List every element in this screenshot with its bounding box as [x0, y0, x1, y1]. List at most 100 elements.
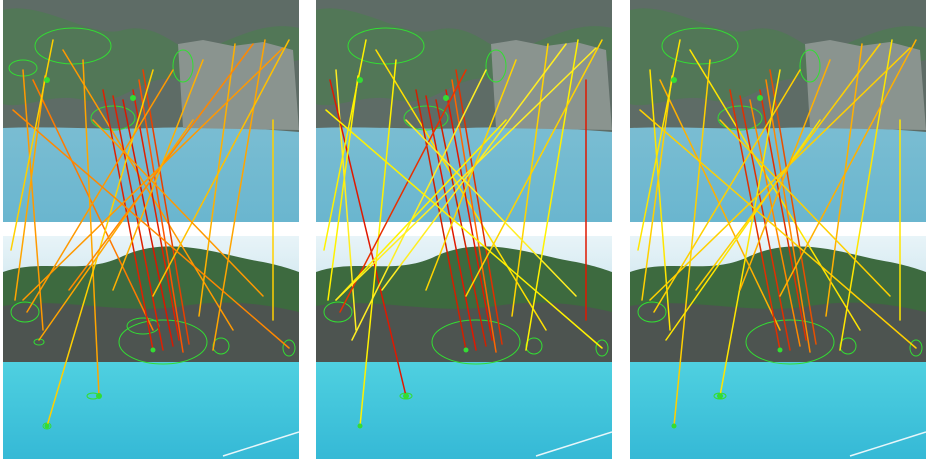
match-line [637, 39, 681, 251]
match-line [14, 75, 46, 301]
keypoint-ellipse [525, 337, 543, 355]
match-line [739, 59, 831, 291]
match-line [765, 79, 811, 353]
match-line [511, 43, 549, 317]
keypoint [757, 95, 763, 101]
match-line [839, 39, 893, 351]
keypoint [717, 393, 723, 399]
match-line [12, 109, 290, 349]
keypoint [150, 347, 156, 353]
match-line [22, 47, 284, 301]
top-photo [3, 0, 299, 222]
match-line [739, 95, 791, 351]
keypoint-ellipse [595, 339, 609, 357]
match-line [10, 39, 54, 251]
keypoint-ellipse [717, 105, 763, 131]
match-line [138, 79, 184, 353]
keypoint-ellipse [799, 49, 821, 83]
match-line [665, 119, 821, 341]
match-line [659, 79, 781, 331]
match-line [327, 75, 359, 301]
match-line [325, 109, 603, 349]
keypoint-ellipse [42, 422, 52, 430]
keypoint [463, 347, 469, 353]
match-line [435, 99, 487, 347]
match-line [38, 119, 194, 341]
keypoint-ellipse [403, 105, 449, 131]
foliage [316, 8, 612, 106]
keypoint [357, 423, 363, 429]
keypoint [44, 77, 50, 83]
rope [535, 431, 612, 457]
keypoint [44, 423, 50, 429]
rope [849, 431, 926, 457]
keypoint [403, 393, 409, 399]
match-line [339, 69, 467, 313]
keypoint-ellipse [839, 337, 857, 355]
keypoint [671, 423, 677, 429]
correspondence-overlay [8, 27, 296, 430]
match-line [32, 79, 154, 331]
match-line [719, 69, 781, 397]
match-line [639, 109, 917, 349]
keypoint-ellipse [347, 27, 425, 65]
correspondence-overlay [637, 27, 923, 429]
match-panel-right [630, 0, 926, 459]
match-line [142, 69, 190, 345]
match-line [152, 39, 290, 297]
match-line [649, 69, 671, 331]
match-line [525, 39, 579, 351]
match-line [323, 39, 367, 251]
keypoint [443, 95, 449, 101]
match-line [112, 59, 204, 291]
keypoint [777, 347, 783, 353]
match-line [759, 89, 807, 341]
match-line [198, 43, 236, 317]
match-line [132, 89, 180, 341]
match-panel-middle [316, 0, 612, 459]
match-line [405, 119, 577, 297]
keypoint-ellipse [661, 27, 739, 65]
keypoint-ellipse [909, 339, 923, 357]
match-line [425, 59, 517, 291]
keypoint-ellipse [485, 49, 507, 83]
match-line [719, 119, 891, 297]
keypoint-ellipse [323, 301, 353, 323]
match-line [779, 39, 917, 297]
rope [222, 431, 299, 457]
keypoint [96, 393, 102, 399]
match-line [329, 79, 407, 397]
match-line [92, 119, 264, 297]
keypoint-ellipse [431, 319, 521, 365]
foliage [3, 8, 299, 106]
match-line [415, 89, 467, 351]
match-line [641, 75, 673, 301]
foliage [630, 8, 926, 106]
keypoint [671, 77, 677, 83]
match-line [359, 59, 397, 427]
match-line [825, 43, 863, 317]
match-line [62, 49, 234, 331]
match-line [212, 39, 266, 351]
correspondence-overlay [323, 27, 609, 429]
keypoint-ellipse [90, 105, 136, 131]
match-line [445, 89, 493, 341]
match-line [729, 89, 781, 351]
keypoint-ellipse [34, 27, 112, 65]
match-line [335, 47, 597, 301]
match-line [749, 99, 801, 347]
match-line [689, 49, 861, 331]
keypoint-ellipse [212, 337, 230, 355]
keypoint-ellipse [745, 319, 835, 365]
match-line [22, 69, 44, 331]
keypoint-ellipse [637, 301, 667, 323]
keypoint [357, 77, 363, 83]
match-line [425, 95, 477, 351]
keypoint [130, 95, 136, 101]
match-line [465, 39, 603, 297]
match-line [769, 69, 817, 345]
match-line [335, 119, 507, 301]
match-line [673, 59, 711, 427]
keypoint-ellipse [10, 301, 40, 323]
match-line [649, 47, 911, 301]
